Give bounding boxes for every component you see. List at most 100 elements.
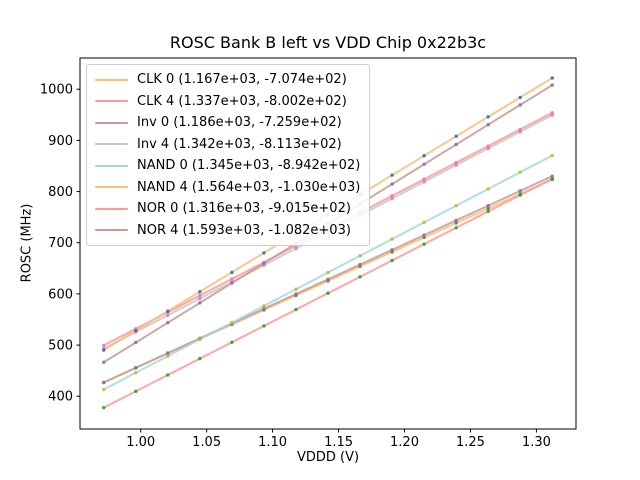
legend-label: NOR 4 (1.593e+03, -1.082e+03): [137, 222, 351, 238]
data-point: [390, 173, 394, 177]
legend-swatch: [95, 78, 128, 81]
data-point: [518, 95, 522, 100]
data-point: [518, 170, 522, 174]
legend-item-nor-0: NOR 0 (1.316e+03, -9.015e+02): [95, 198, 360, 220]
data-point: [454, 142, 458, 147]
legend-label: CLK 0 (1.167e+03, -7.074e+02): [137, 72, 347, 88]
data-point: [422, 180, 426, 184]
data-point: [518, 103, 522, 107]
legend-label: NOR 0 (1.316e+03, -9.015e+02): [137, 201, 351, 217]
data-point: [262, 307, 266, 311]
data-point: [486, 123, 490, 127]
legend-label: CLK 4 (1.337e+03, -8.002e+02): [137, 93, 347, 109]
y-tick-label: 800: [48, 185, 73, 200]
data-point: [198, 290, 202, 294]
series-markers-nor-4: [102, 83, 554, 364]
x-tick-label: 1.20: [390, 435, 419, 450]
y-tick-label: 600: [48, 287, 73, 302]
data-point: [166, 313, 170, 317]
data-point: [390, 258, 394, 263]
data-point: [230, 340, 234, 344]
legend-item-clk-0: CLK 0 (1.167e+03, -7.074e+02): [95, 69, 360, 91]
data-point: [518, 189, 522, 193]
legend-swatch: [95, 207, 128, 210]
data-point: [518, 127, 522, 132]
data-point: [102, 405, 106, 410]
y-tick-label: 900: [48, 134, 73, 149]
legend-label: Inv 0 (1.186e+03, -7.259e+02): [137, 115, 342, 131]
data-point: [454, 163, 458, 167]
legend: CLK 0 (1.167e+03, -7.074e+02) CLK 4 (1.33…: [86, 64, 371, 246]
legend-label: NAND 0 (1.345e+03, -8.942e+02): [137, 158, 361, 174]
legend-swatch: [95, 164, 128, 167]
data-point: [262, 261, 266, 265]
data-point: [198, 301, 202, 305]
data-point: [102, 343, 106, 348]
data-point: [102, 380, 106, 385]
legend-item-nor-4: NOR 4 (1.593e+03, -1.082e+03): [95, 220, 360, 242]
data-point: [102, 360, 106, 364]
legend-label: Inv 4 (1.342e+03, -8.113e+02): [137, 136, 342, 152]
legend-swatch: [95, 143, 128, 146]
data-point: [486, 144, 490, 148]
data-point: [486, 203, 490, 208]
data-point: [294, 246, 298, 251]
data-point: [326, 291, 330, 295]
chart-title: ROSC Bank B left vs VDD Chip 0x22b3c: [169, 33, 487, 52]
data-point: [422, 233, 426, 237]
legend-swatch: [95, 100, 128, 103]
data-point: [550, 83, 554, 87]
data-point: [230, 281, 234, 285]
data-point: [262, 304, 266, 308]
x-tick-label: 1.05: [192, 435, 221, 450]
data-point: [166, 373, 170, 377]
data-point: [262, 251, 266, 255]
data-point: [134, 328, 138, 333]
y-tick-label: 400: [48, 390, 73, 405]
legend-item-inv-4: Inv 4 (1.342e+03, -8.113e+02): [95, 134, 360, 156]
x-tick-label: 1.10: [258, 435, 287, 450]
data-point: [134, 389, 138, 394]
data-point: [454, 160, 458, 165]
data-point: [422, 235, 426, 240]
data-point: [134, 366, 138, 370]
data-point: [358, 254, 362, 258]
data-point: [454, 226, 458, 230]
data-point: [294, 292, 298, 296]
data-point: [550, 111, 554, 115]
data-point: [294, 307, 298, 312]
data-point: [518, 130, 522, 134]
series-markers-inv-0: [102, 174, 554, 385]
legend-label: NAND 4 (1.564e+03, -1.030e+03): [137, 179, 361, 195]
y-tick-label: 700: [48, 236, 73, 251]
x-tick-label: 1.00: [126, 435, 155, 450]
data-point: [358, 275, 362, 279]
data-point: [454, 203, 458, 208]
data-point: [198, 356, 202, 361]
data-point: [390, 248, 394, 252]
series-markers-nand-0: [102, 153, 554, 392]
data-point: [166, 309, 170, 313]
data-point: [486, 187, 490, 191]
legend-swatch: [95, 229, 128, 232]
data-point: [422, 220, 426, 225]
data-point: [134, 371, 138, 375]
data-point: [166, 351, 170, 355]
data-point: [326, 277, 330, 282]
series-markers-nor-0: [102, 177, 554, 410]
data-point: [294, 287, 298, 291]
data-point: [486, 146, 490, 151]
y-tick-label: 500: [48, 339, 73, 354]
data-point: [550, 153, 554, 158]
data-point: [198, 293, 202, 298]
data-point: [454, 218, 458, 223]
data-point: [326, 270, 330, 275]
data-point: [422, 162, 426, 167]
x-axis-label: VDDD (V): [296, 450, 360, 465]
data-point: [166, 354, 170, 358]
x-tick-label: 1.30: [522, 435, 551, 450]
legend-item-nand-4: NAND 4 (1.564e+03, -1.030e+03): [95, 177, 360, 199]
data-point: [518, 193, 522, 197]
data-point: [198, 296, 202, 301]
